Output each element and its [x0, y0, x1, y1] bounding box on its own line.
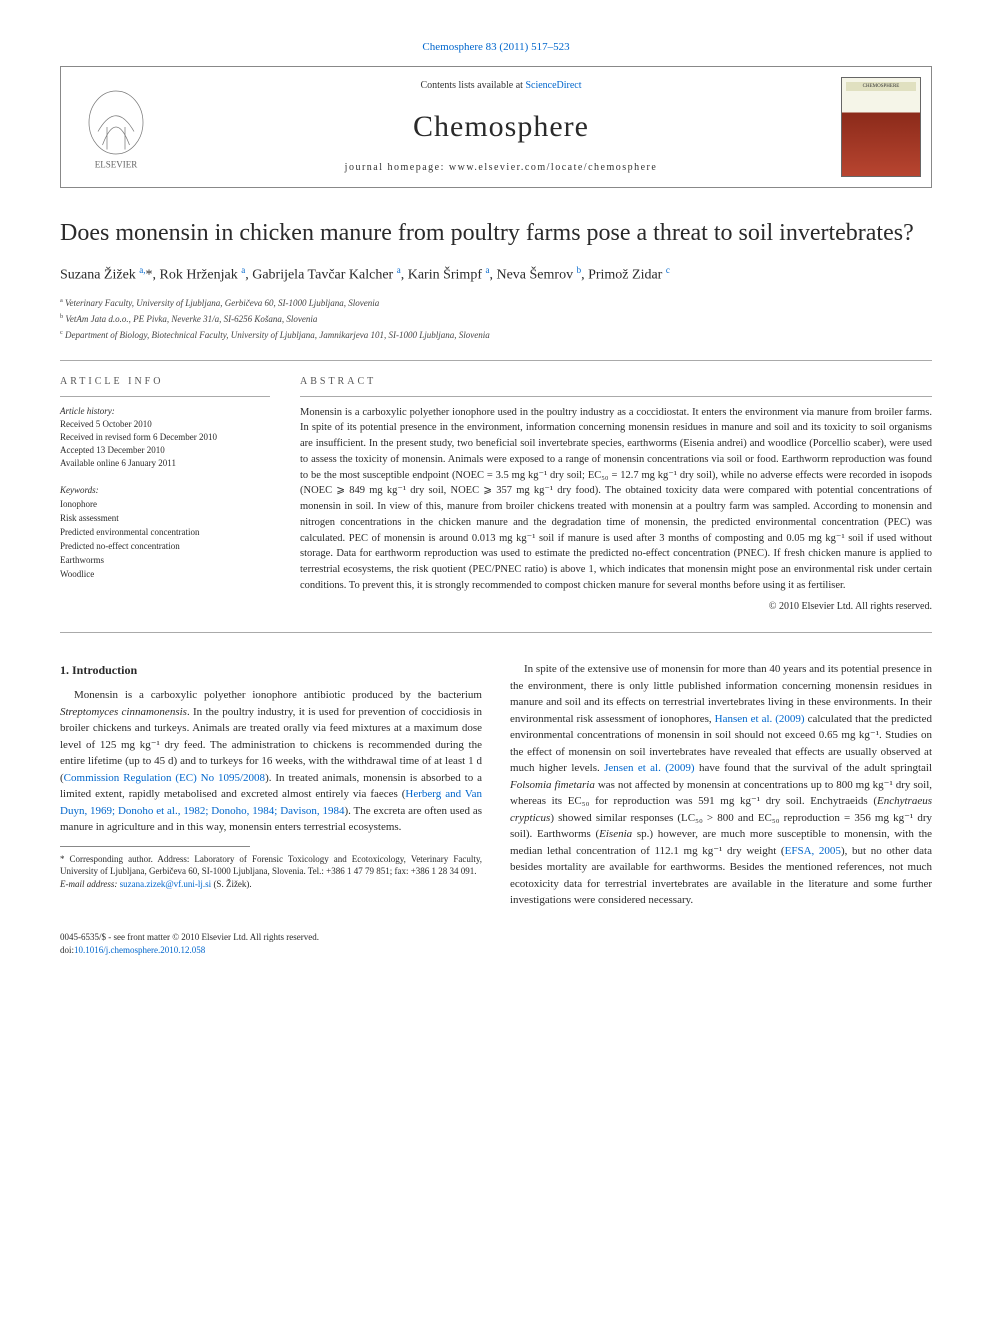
keyword-item: Predicted no-effect concentration — [60, 540, 270, 553]
sciencedirect-link[interactable]: ScienceDirect — [525, 80, 581, 91]
affiliations: a Veterinary Faculty, University of Ljub… — [60, 296, 932, 342]
journal-cover-thumb: CHEMOSPHERE — [841, 77, 921, 177]
history-revised: Received in revised form 6 December 2010 — [60, 431, 270, 444]
journal-name: Chemosphere — [161, 105, 841, 149]
ref-link[interactable]: Jensen et al. (2009) — [604, 762, 694, 774]
footer-line: 0045-6535/$ - see front matter © 2010 El… — [60, 931, 932, 957]
ref-link[interactable]: Commission Regulation (EC) No 1095/2008 — [64, 772, 265, 784]
article-info-panel: ARTICLE INFO Article history: Received 5… — [60, 375, 270, 614]
journal-homepage: journal homepage: www.elsevier.com/locat… — [161, 161, 841, 176]
reference-link[interactable]: Chemosphere 83 (2011) 517–523 — [422, 41, 569, 53]
doi-link[interactable]: 10.1016/j.chemosphere.2010.12.058 — [74, 945, 205, 955]
intro-para-2: In spite of the extensive use of monensi… — [510, 661, 932, 909]
svg-text:ELSEVIER: ELSEVIER — [95, 159, 138, 169]
keyword-item: Predicted environmental concentration — [60, 526, 270, 539]
history-label: Article history: — [60, 405, 270, 418]
ref-link[interactable]: Hansen et al. (2009) — [715, 713, 805, 725]
article-title: Does monensin in chicken manure from pou… — [60, 218, 932, 249]
history-received: Received 5 October 2010 — [60, 418, 270, 431]
keyword-item: Earthworms — [60, 554, 270, 567]
keyword-item: Ionophore — [60, 498, 270, 511]
keyword-item: Risk assessment — [60, 512, 270, 525]
introduction-heading: 1. Introduction — [60, 661, 482, 679]
affiliation-b: b VetAm Jata d.o.o., PE Pivka, Neverke 3… — [60, 312, 932, 326]
ref-link[interactable]: EFSA, 2005 — [785, 845, 841, 857]
keyword-item: Woodlice — [60, 568, 270, 581]
journal-reference: Chemosphere 83 (2011) 517–523 — [60, 40, 932, 56]
corresponding-author-footnote: * Corresponding author. Address: Laborat… — [60, 853, 482, 891]
intro-para-1: Monensin is a carboxylic polyether ionop… — [60, 687, 482, 836]
journal-header: ELSEVIER Contents lists available at Sci… — [60, 66, 932, 188]
affiliation-c: c Department of Biology, Biotechnical Fa… — [60, 328, 932, 342]
article-info-label: ARTICLE INFO — [60, 375, 270, 397]
history-accepted: Accepted 13 December 2010 — [60, 444, 270, 457]
contents-line: Contents lists available at ScienceDirec… — [161, 79, 841, 94]
abstract-panel: ABSTRACT Monensin is a carboxylic polyet… — [300, 375, 932, 614]
abstract-copyright: © 2010 Elsevier Ltd. All rights reserved… — [300, 600, 932, 615]
elsevier-logo: ELSEVIER — [71, 82, 161, 172]
keywords-label: Keywords: — [60, 484, 270, 497]
body-columns: 1. Introduction Monensin is a carboxylic… — [60, 661, 932, 913]
affiliation-a: a Veterinary Faculty, University of Ljub… — [60, 296, 932, 310]
abstract-text: Monensin is a carboxylic polyether ionop… — [300, 405, 932, 594]
history-online: Available online 6 January 2011 — [60, 457, 270, 470]
email-link[interactable]: suzana.zizek@vf.uni-lj.si — [120, 879, 212, 889]
footnote-separator — [60, 846, 250, 847]
abstract-label: ABSTRACT — [300, 375, 932, 397]
authors-line: Suzana Žižek a,*, Rok Hrženjak a, Gabrij… — [60, 264, 932, 286]
